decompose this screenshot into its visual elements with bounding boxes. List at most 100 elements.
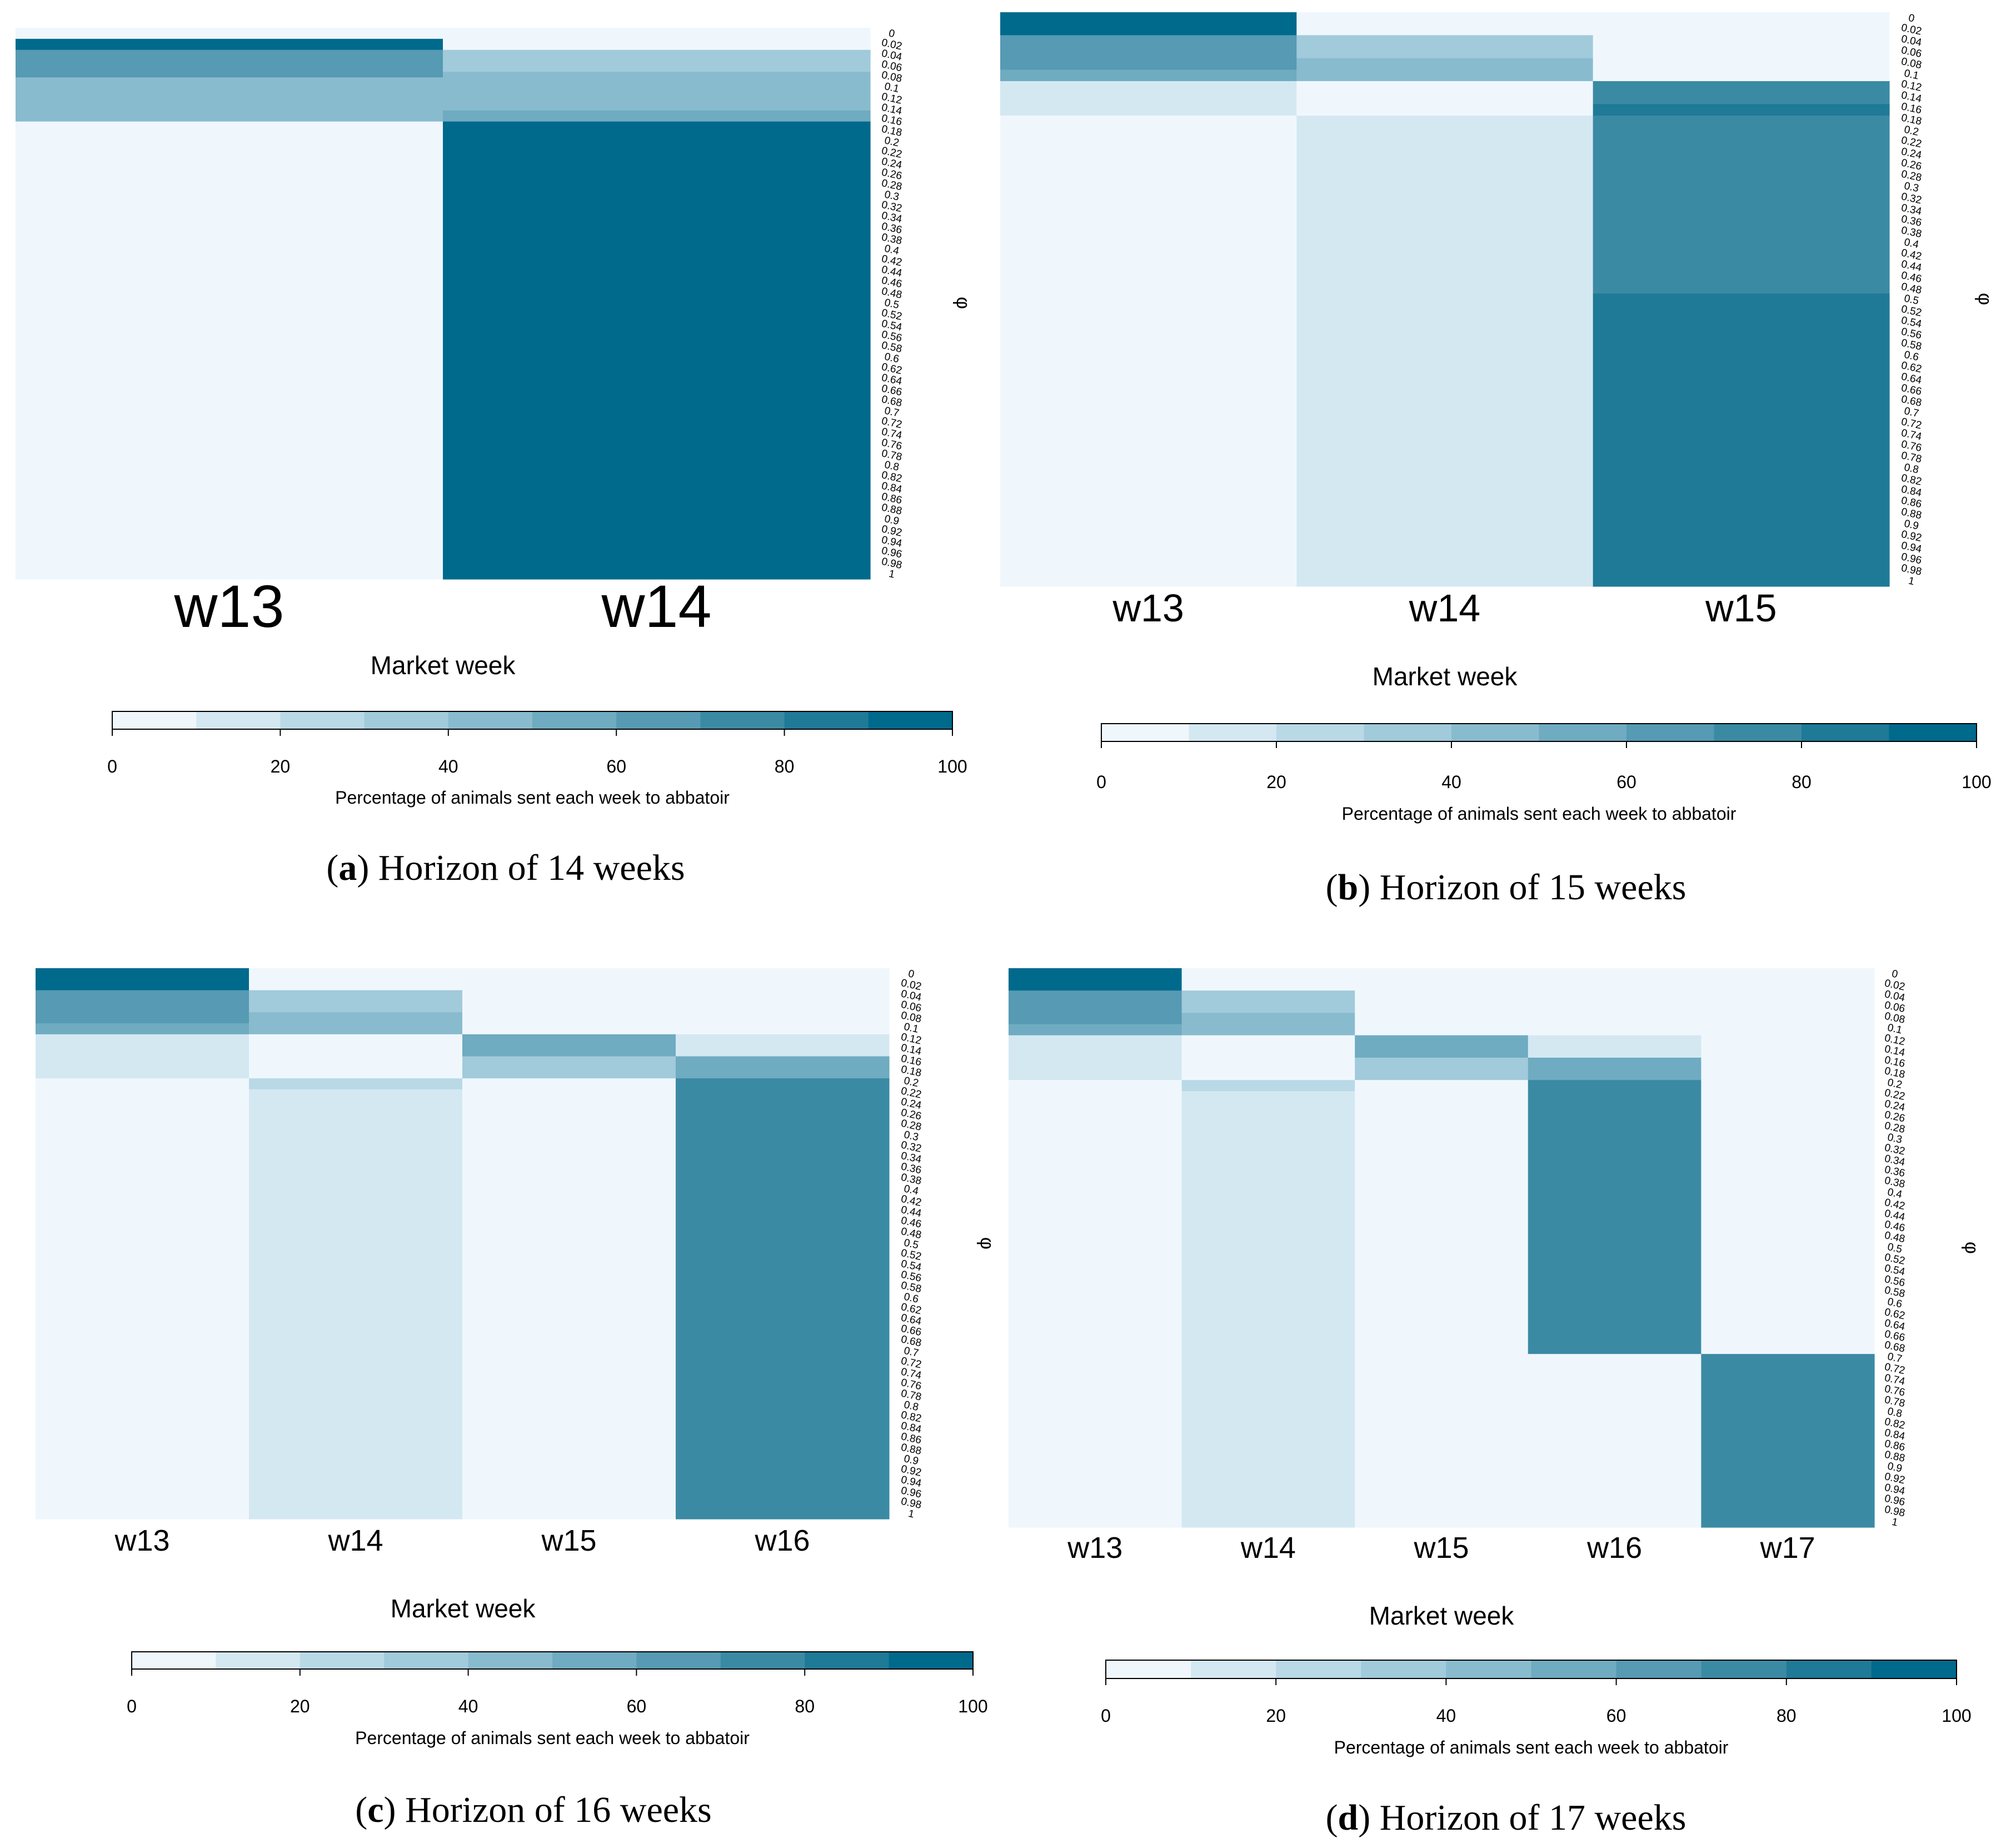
- y-tick-label: 0: [1907, 12, 1915, 25]
- chart-panel-a: 00.020.040.060.080.10.120.140.160.180.20…: [16, 27, 974, 888]
- heat-cell-w15-0: [1593, 12, 1890, 82]
- colorbar-swatch: [448, 711, 533, 729]
- heat-cell-w13-2: [1009, 1024, 1182, 1036]
- colorbar-swatch: [532, 711, 617, 729]
- x-axis-label: Market week: [1369, 1601, 1515, 1630]
- y-tick-labels: 00.020.040.060.080.10.120.140.160.180.20…: [880, 27, 903, 580]
- heat-cell-w16-1: [1528, 1035, 1701, 1058]
- x-tick-label-w15: w15: [1413, 1531, 1469, 1565]
- colorbar-swatch: [1871, 1660, 1957, 1678]
- colorbar-swatch: [1714, 724, 1802, 741]
- heat-cell-w13-2: [16, 49, 443, 78]
- heat-cell-w15-2: [1355, 1057, 1529, 1080]
- x-axis-label: Market week: [371, 651, 516, 680]
- y-tick-label: 1: [1907, 575, 1915, 588]
- colorbar-swatch: [1451, 724, 1539, 741]
- colorbar-swatch: [1364, 724, 1452, 741]
- colorbar-swatch: [1802, 724, 1889, 741]
- heat-cell-w15-1: [1593, 81, 1890, 104]
- colorbar-swatch: [384, 1652, 469, 1669]
- colorbar-swatch: [300, 1652, 385, 1669]
- colorbar-tick-label: 40: [458, 1696, 478, 1716]
- heat-cell-w13-3: [36, 1034, 249, 1079]
- y-axis-label: φ: [952, 297, 974, 309]
- colorbar-swatch: [1701, 1660, 1787, 1678]
- heat-cell-w15-3: [462, 1078, 676, 1520]
- panel-caption: (b) Horizon of 15 weeks: [1326, 867, 1686, 908]
- heat-cell-w14-0: [443, 28, 871, 51]
- colorbar-tick-label: 80: [795, 1696, 815, 1716]
- heat-cell-w13-1: [36, 990, 249, 1024]
- heat-cell-w16-0: [1528, 968, 1701, 1036]
- colorbar-label: Percentage of animals sent each week to …: [1334, 1737, 1729, 1757]
- colorbar-swatch: [468, 1652, 553, 1669]
- colorbar-tick-label: 0: [1096, 772, 1106, 792]
- colorbar-tick-label: 100: [937, 756, 967, 776]
- heat-cell-w15-2: [1593, 104, 1890, 116]
- heat-cell-w13-4: [36, 1078, 249, 1520]
- colorbar: 0 20 40 60 80 100 Percentage of animals sent e…: [1096, 723, 1992, 824]
- heat-cell-w13-3: [16, 77, 443, 122]
- y-tick-label: 0: [887, 27, 896, 40]
- colorbar: 0 20 40 60 80 100 Percentage of animals sent e…: [1101, 1660, 1972, 1757]
- heat-cell-w14-4: [443, 121, 871, 580]
- colorbar-tick-label: 40: [1441, 772, 1461, 792]
- colorbar: 0 20 40 60 80 100 Percentage of animals sent e…: [127, 1651, 988, 1748]
- colorbar-swatch: [720, 1652, 805, 1669]
- heat-cell-w13-3: [1009, 1035, 1182, 1080]
- colorbar-swatch: [636, 1652, 721, 1669]
- heat-cell-w13-2: [36, 1023, 249, 1035]
- heat-cell-w14-1: [249, 990, 463, 1013]
- heat-cell-w13-4: [1009, 1080, 1182, 1528]
- colorbar-tick-label: 20: [1266, 772, 1286, 792]
- colorbar-tick-label: 80: [1777, 1706, 1797, 1726]
- heat-cell-w14-2: [249, 1012, 463, 1035]
- y-tick-label: 0: [907, 968, 915, 980]
- colorbar-tick-label: 100: [1942, 1706, 1971, 1726]
- colorbar-swatch: [1276, 724, 1364, 741]
- colorbar-swatch: [1276, 1660, 1361, 1678]
- colorbar-label: Percentage of animals sent each week to …: [355, 1728, 750, 1748]
- colorbar-tick-label: 80: [1792, 772, 1812, 792]
- y-tick-labels: 00.020.040.060.080.10.120.140.160.180.20…: [900, 968, 922, 1520]
- y-tick-labels: 00.020.040.060.080.10.120.140.160.180.20…: [1883, 968, 1906, 1529]
- heat-cell-w17-1: [1701, 1354, 1875, 1528]
- heatmap-cells: [36, 968, 890, 1520]
- heat-cell-w16-3: [676, 1078, 890, 1520]
- panel-caption: (c) Horizon of 16 weeks: [355, 1790, 711, 1830]
- colorbar-tick-label: 60: [1616, 772, 1636, 792]
- heat-cell-w15-3: [1593, 115, 1890, 294]
- colorbar: 0 20 40 60 80 100 Percentage of animals sent e…: [107, 711, 967, 808]
- colorbar-tick-label: 20: [271, 756, 291, 776]
- heat-cell-w14-4: [1181, 1080, 1355, 1092]
- y-axis-label: φ: [1961, 1242, 1982, 1254]
- colorbar-swatch: [552, 1652, 637, 1669]
- chart-panel-d: 00.020.040.060.080.10.120.140.160.180.20…: [1009, 968, 1982, 1838]
- heat-cell-w13-0: [36, 968, 249, 991]
- heat-cell-w14-3: [249, 1034, 463, 1079]
- heat-cell-w16-0: [676, 968, 890, 1035]
- heat-cell-w14-0: [1181, 968, 1355, 991]
- heat-cell-w15-4: [1593, 293, 1890, 587]
- heat-cell-w13-0: [16, 28, 443, 39]
- panel-caption: (d) Horizon of 17 weeks: [1326, 1797, 1686, 1838]
- x-tick-label-w14: w14: [1240, 1531, 1296, 1565]
- colorbar-swatch: [889, 1652, 974, 1669]
- x-tick-label-w14: w14: [327, 1524, 383, 1557]
- chart-panel-c: 00.020.040.060.080.10.120.140.160.180.20…: [36, 968, 997, 1830]
- colorbar-tick-label: 0: [1101, 1706, 1111, 1726]
- heat-cell-w14-3: [1296, 81, 1594, 116]
- heat-cell-w13-3: [1000, 81, 1297, 116]
- heatmap-cells: [1009, 968, 1875, 1528]
- chart-panel-b: 00.020.040.060.080.10.120.140.160.180.20…: [1000, 12, 1995, 908]
- colorbar-swatch: [1191, 1660, 1276, 1678]
- heat-cell-w15-0: [1355, 968, 1529, 1036]
- x-tick-label-w17: w17: [1760, 1531, 1815, 1565]
- colorbar-label: Percentage of animals sent each week to …: [335, 788, 730, 808]
- colorbar-frame: [131, 1651, 974, 1670]
- x-tick-label-w16: w16: [754, 1524, 810, 1557]
- heat-cell-w16-4: [1528, 1354, 1701, 1528]
- colorbar-swatch: [700, 711, 785, 729]
- colorbar-swatch: [196, 711, 281, 729]
- x-tick-label-w15: w15: [1705, 586, 1777, 630]
